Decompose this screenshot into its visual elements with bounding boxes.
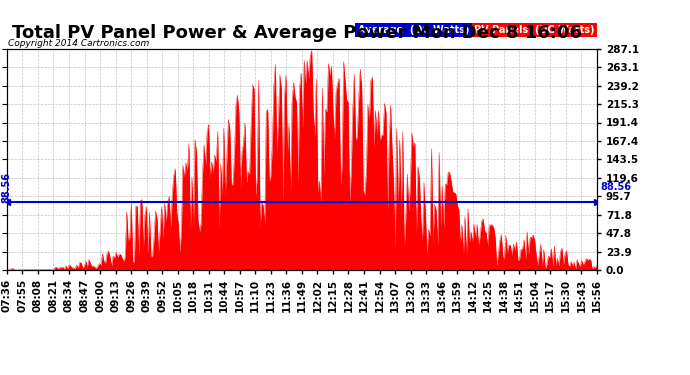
- Text: 88.56: 88.56: [600, 183, 631, 192]
- Text: 88.56: 88.56: [1, 172, 11, 203]
- Text: Total PV Panel Power & Average Power Mon Dec 8 16:06: Total PV Panel Power & Average Power Mon…: [12, 24, 582, 42]
- Text: PV Panels  (DC Watts): PV Panels (DC Watts): [474, 25, 595, 35]
- Text: Average  (DC Watts): Average (DC Watts): [358, 25, 469, 35]
- Text: Copyright 2014 Cartronics.com: Copyright 2014 Cartronics.com: [8, 39, 150, 48]
